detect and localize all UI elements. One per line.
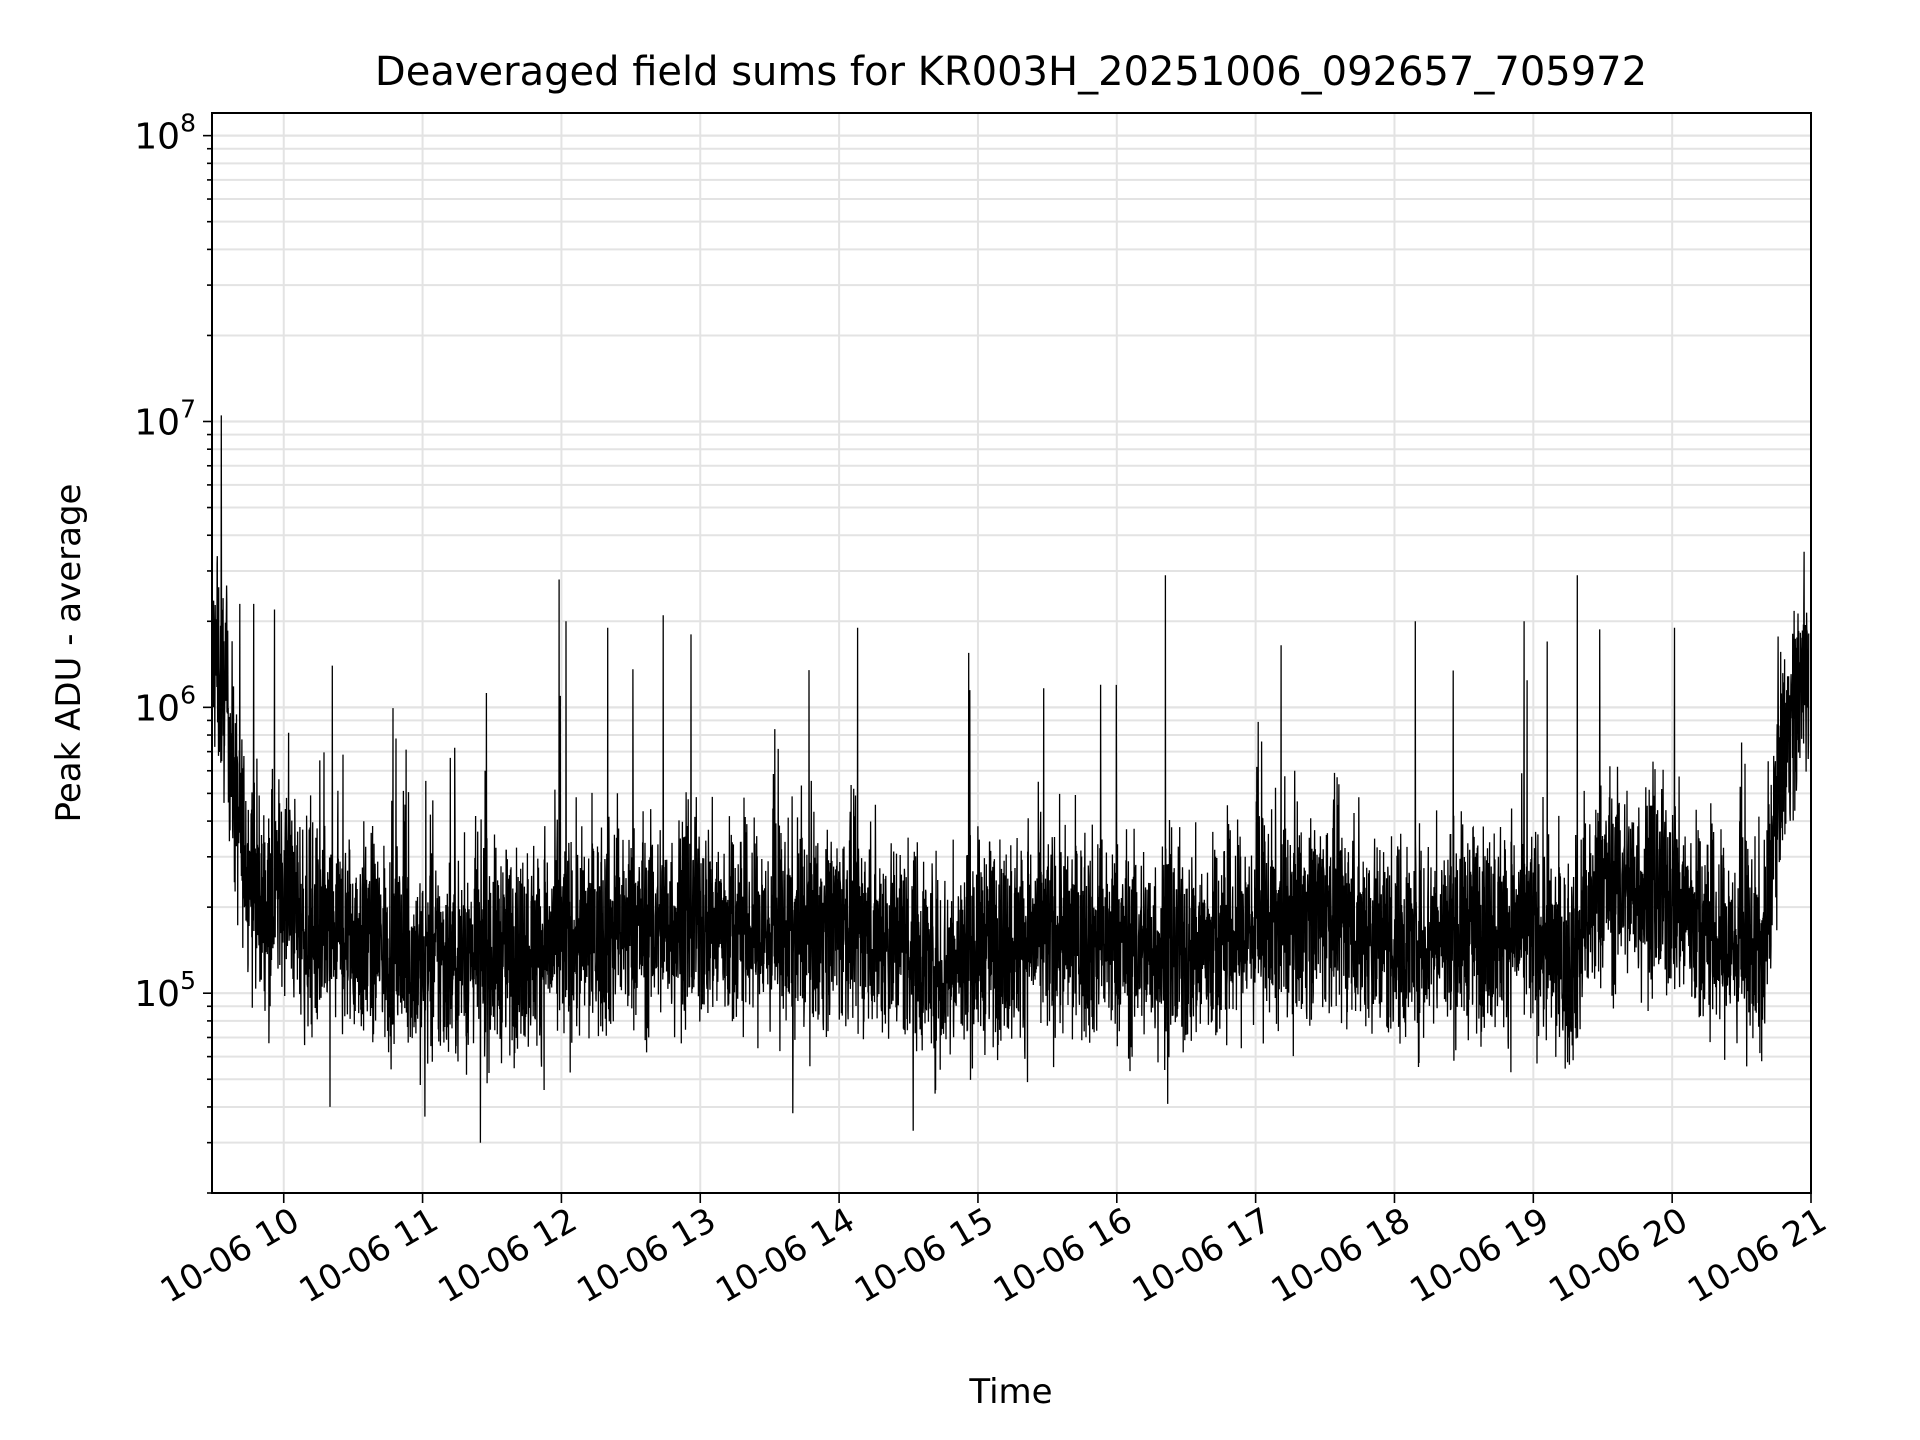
x-axis-label: Time (968, 1372, 1052, 1412)
chart-title: Deaveraged field sums for KR003H_2025100… (375, 49, 1647, 95)
y-tick-label: 105 (134, 966, 196, 1015)
y-tick-label: 108 (134, 109, 196, 158)
series-line (211, 415, 1810, 1143)
plot-area (211, 415, 1810, 1143)
y-axis-label: Peak ADU - average (49, 484, 89, 823)
y-tick-label: 106 (134, 680, 196, 729)
y-tick-label: 107 (134, 394, 196, 443)
axes-frame (211, 112, 1812, 1194)
